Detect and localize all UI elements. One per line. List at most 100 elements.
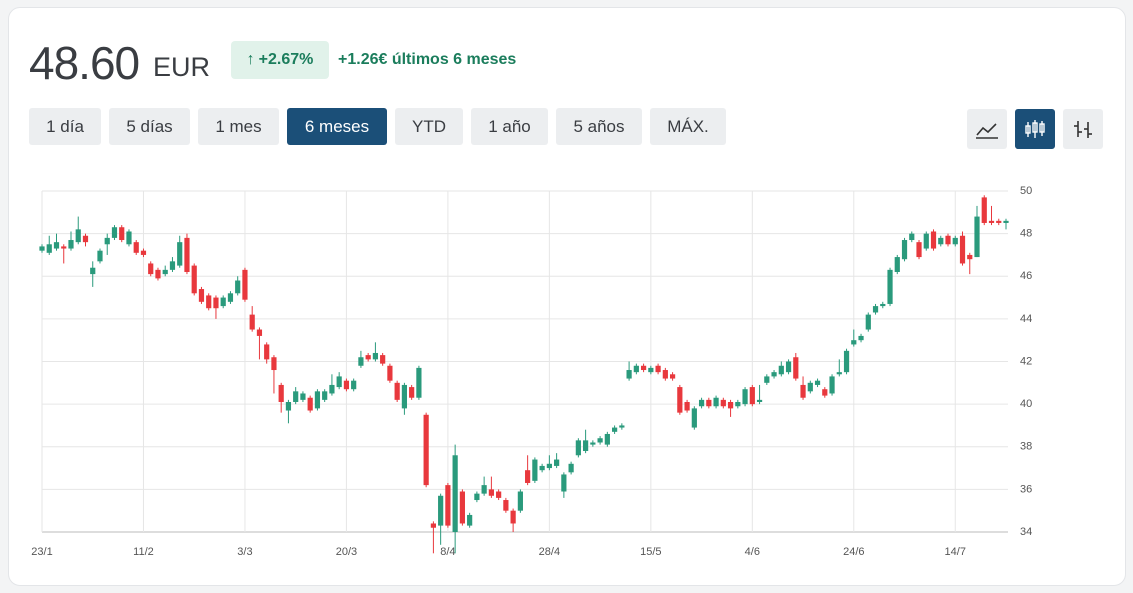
candle-body — [104, 237, 110, 245]
candle-body — [974, 216, 980, 258]
candle-body — [793, 357, 799, 379]
range-button[interactable]: YTD — [395, 108, 463, 145]
line-chart-button[interactable] — [967, 109, 1007, 149]
candle-body — [227, 293, 234, 302]
range-button[interactable]: 1 año — [471, 108, 548, 145]
range-button[interactable]: 6 meses — [287, 108, 387, 145]
candle-body — [959, 235, 966, 264]
candle-body — [285, 401, 292, 411]
candle-body — [380, 355, 386, 364]
candle-body — [749, 387, 755, 405]
candle-body — [851, 340, 857, 345]
x-tick-label: 24/6 — [843, 546, 864, 558]
x-tick-label: 28/4 — [539, 546, 560, 558]
candle-body — [438, 495, 444, 526]
candle-body — [82, 235, 89, 243]
candle-body — [945, 235, 951, 245]
candle-body — [365, 355, 371, 360]
range-button[interactable]: 1 mes — [198, 108, 279, 145]
range-button[interactable]: MÁX. — [650, 108, 726, 145]
candle-body — [640, 365, 647, 371]
candle-body — [742, 389, 748, 405]
candle-body — [278, 384, 284, 402]
candle-body — [684, 401, 690, 411]
x-tick-label: 15/5 — [640, 546, 661, 558]
candle-body — [909, 233, 915, 241]
range-button[interactable]: 5 años — [556, 108, 642, 145]
candle-body — [981, 197, 987, 223]
y-tick-label: 38 — [1020, 441, 1032, 453]
candle-body — [133, 242, 139, 253]
y-tick-label: 44 — [1020, 313, 1032, 325]
candle-body — [249, 314, 255, 330]
candle-body — [843, 350, 850, 373]
candle-body — [532, 459, 538, 481]
candle-body — [256, 329, 263, 336]
candle-body — [583, 440, 589, 452]
candle-body — [655, 365, 661, 373]
candle-body — [597, 438, 603, 443]
candle-body — [481, 485, 487, 494]
candle-body — [814, 380, 821, 385]
candle-body — [61, 246, 67, 249]
candle-body — [394, 382, 400, 400]
candle-body — [916, 242, 922, 258]
change-text: +1.26€ últimos 6 meses — [338, 51, 517, 68]
candle-body — [329, 384, 335, 394]
candle-body — [612, 427, 618, 432]
candle-body — [97, 250, 103, 262]
candle-body — [46, 244, 52, 253]
candle-body — [561, 474, 567, 492]
y-tick-label: 48 — [1020, 228, 1032, 240]
candle-body — [517, 491, 523, 511]
candle-body — [155, 269, 161, 279]
range-button[interactable]: 1 día — [29, 108, 101, 145]
candle-body — [829, 376, 835, 394]
candle-body — [706, 399, 712, 407]
candle-body — [140, 250, 147, 255]
candle-body — [865, 314, 871, 330]
candle-body — [604, 433, 610, 445]
candle-body — [619, 425, 625, 428]
candle-body — [677, 387, 683, 413]
candle-body — [387, 365, 393, 381]
candle-body — [727, 401, 734, 409]
candle-body — [423, 414, 429, 486]
candle-body — [358, 357, 364, 366]
candle-body — [807, 382, 813, 392]
candle-body — [858, 335, 864, 341]
candle-body — [930, 231, 937, 249]
candle-body — [546, 463, 552, 469]
y-tick-label: 34 — [1020, 526, 1032, 538]
arrow-icon: ↑ — [246, 51, 255, 68]
candle-body — [351, 380, 357, 390]
candle-body — [235, 280, 241, 294]
range-button[interactable]: 5 días — [109, 108, 190, 145]
ohlc-chart-button[interactable] — [1063, 109, 1103, 149]
candle-body — [938, 237, 944, 245]
candle-body — [90, 267, 96, 275]
candle-body — [894, 257, 900, 272]
candle-body — [756, 399, 763, 402]
candle-body — [626, 370, 632, 379]
candle-body — [169, 261, 176, 270]
candle-body — [401, 384, 408, 409]
candle-body — [735, 401, 741, 407]
candle-body — [191, 265, 197, 294]
candle-body — [206, 295, 212, 309]
candle-body — [430, 523, 436, 528]
candle-body — [459, 491, 465, 524]
candle-body — [198, 289, 205, 302]
candle-body — [633, 365, 639, 373]
candle-body — [988, 220, 995, 223]
candle-chart-button[interactable] — [1015, 109, 1055, 149]
y-tick-label: 50 — [1020, 185, 1032, 197]
candle-body — [445, 485, 451, 526]
price: 48.60 — [29, 37, 140, 89]
candle-body — [271, 357, 277, 371]
candle-body — [264, 344, 270, 360]
candle-body — [53, 242, 60, 249]
candle-body — [510, 510, 516, 524]
